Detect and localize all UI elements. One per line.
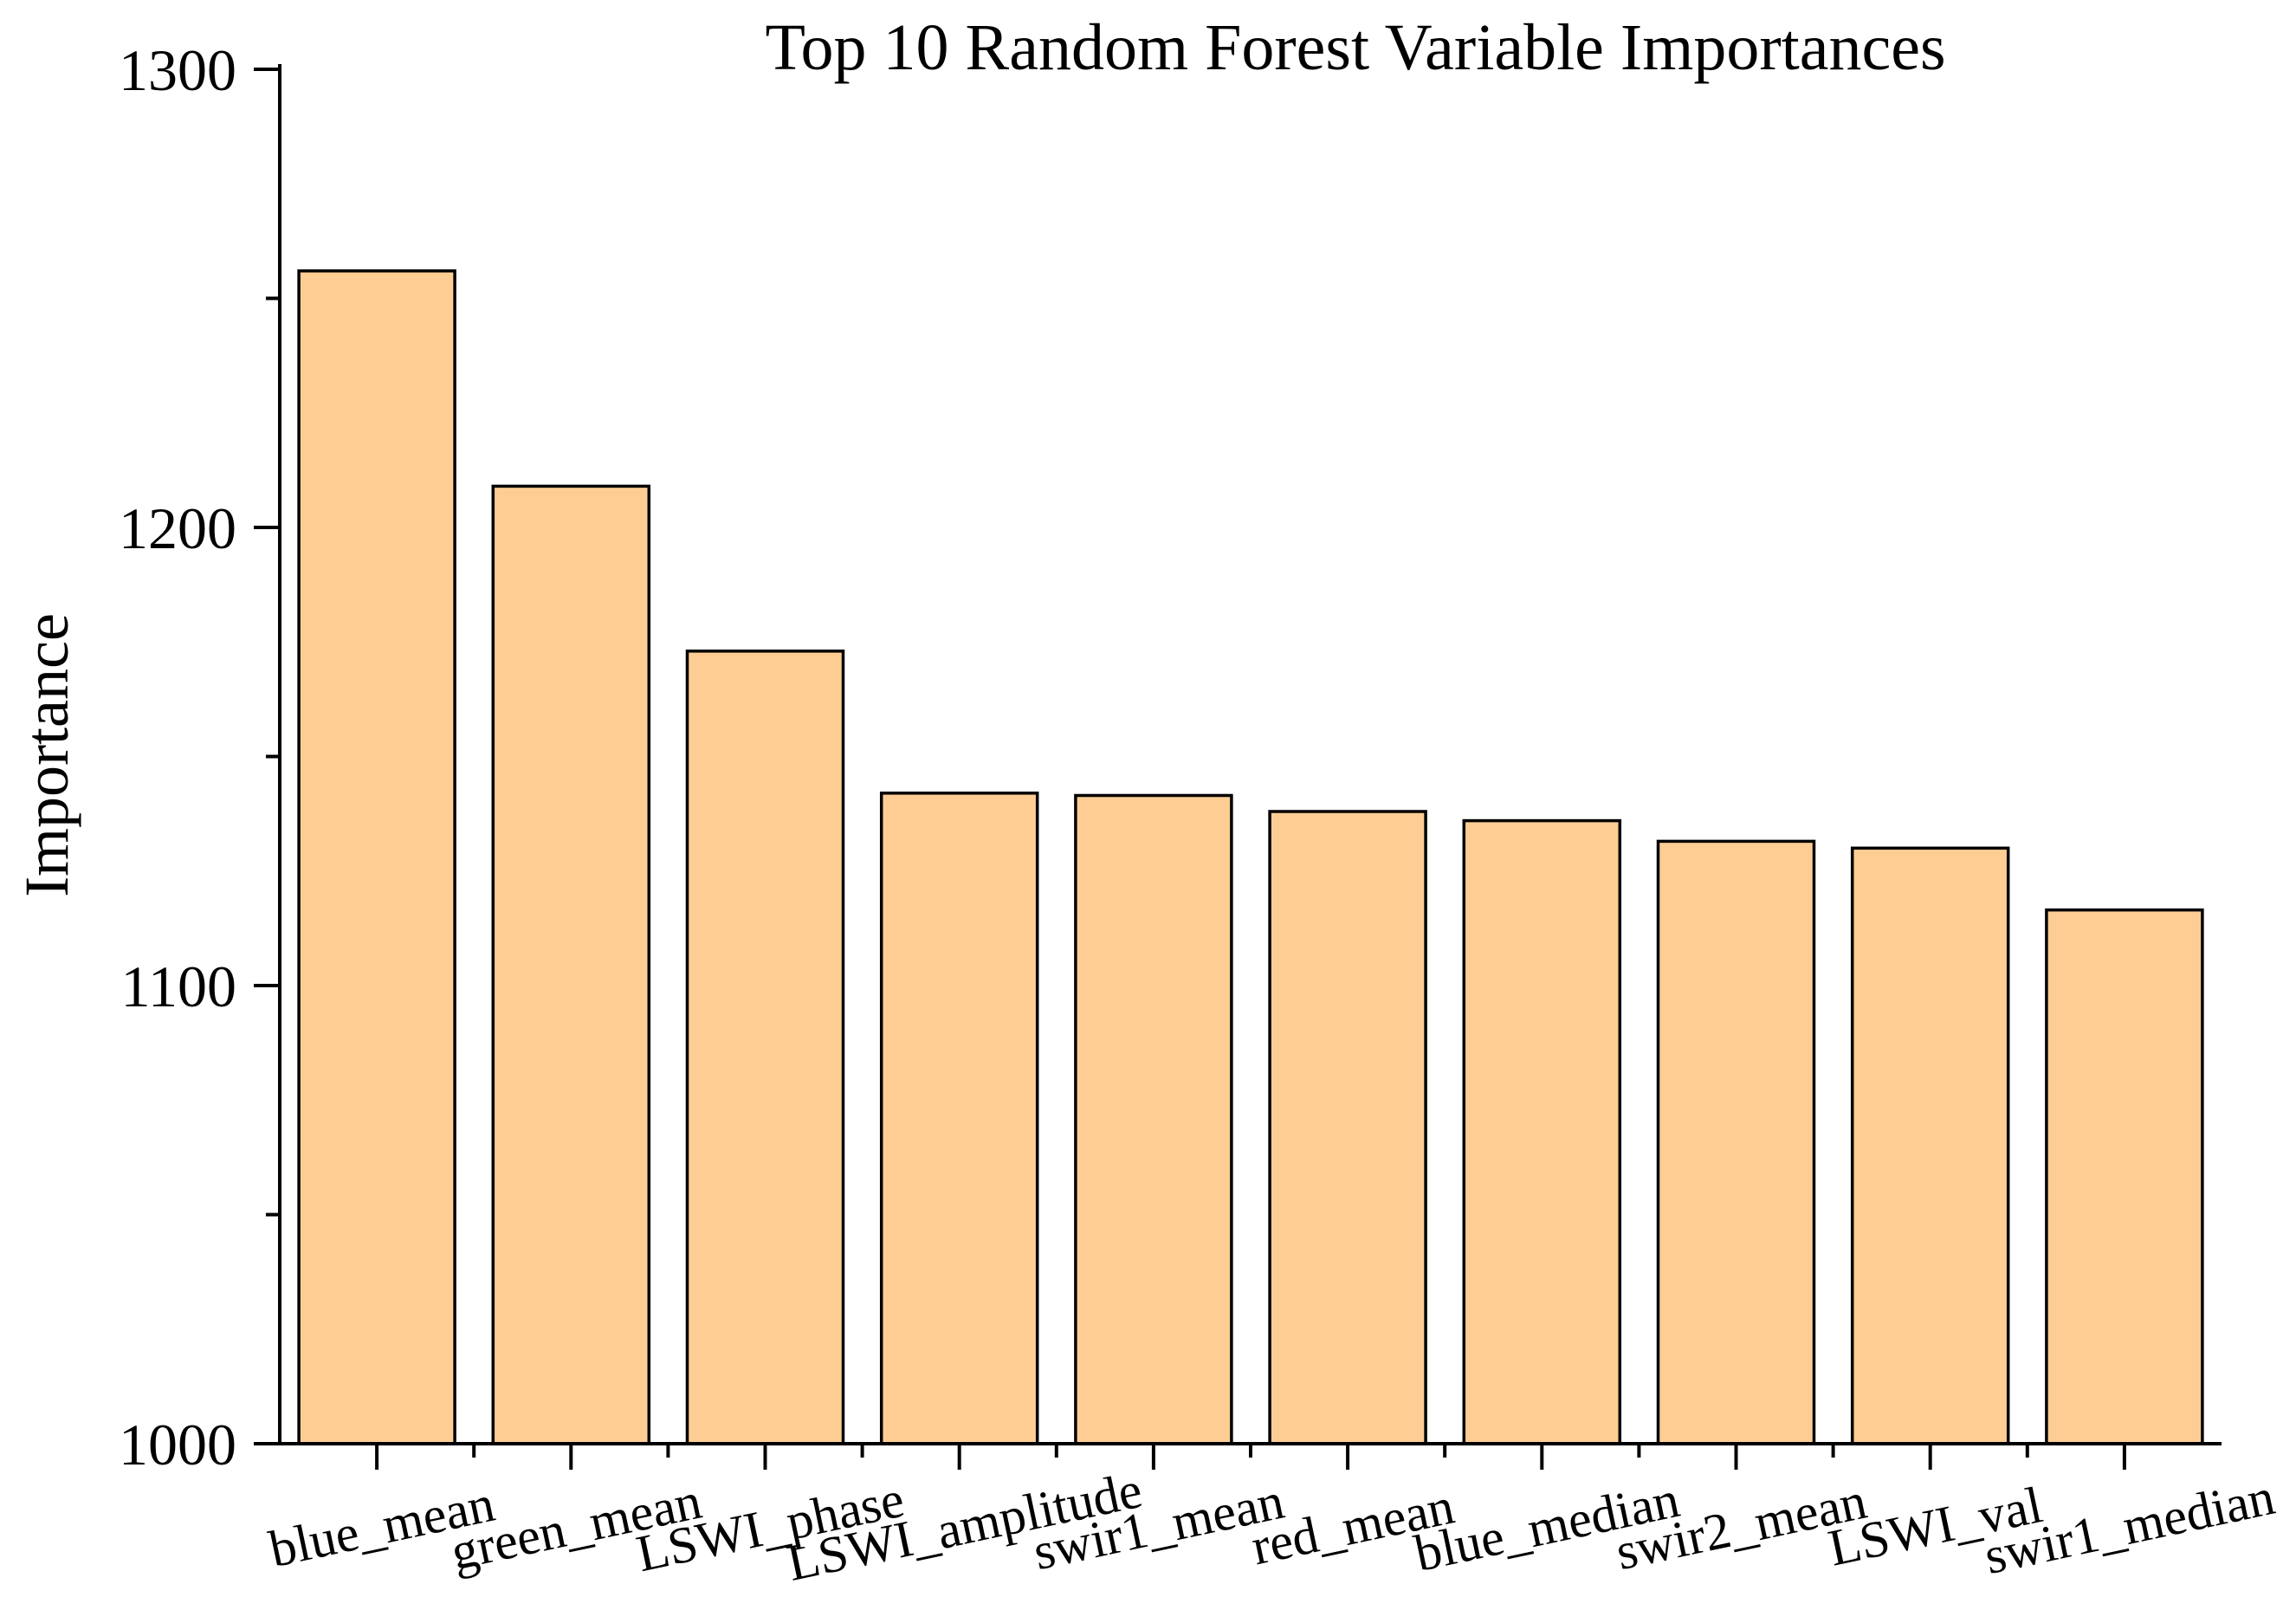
bar-swir1-median	[2045, 908, 2204, 1445]
y-tick-label: 1000	[119, 1412, 236, 1477]
bar-lswi-amplitude	[879, 792, 1039, 1445]
y-tick-label: 1200	[119, 495, 236, 561]
x-axis: blue_meangreen_meanLSWI_phaseLSWI_amplit…	[254, 1442, 2280, 1592]
y-axis: 1000 1100 1200 1300	[119, 37, 281, 1477]
y-tick-label: 1100	[121, 954, 236, 1019]
bar-swir2-mean	[1656, 839, 1816, 1445]
bars-group	[297, 269, 2204, 1445]
bar-blue-mean	[297, 269, 456, 1445]
bar-swir1-mean	[1074, 793, 1233, 1445]
bar-green-mean	[491, 484, 651, 1445]
bar-blue-median	[1462, 818, 1622, 1445]
y-axis-label: Importance	[12, 613, 81, 897]
bar-lswi-phase	[685, 650, 845, 1445]
bar-red-mean	[1268, 810, 1427, 1445]
y-tick-label: 1300	[119, 37, 236, 103]
chart-title: Top 10 Random Forest Variable Importance…	[765, 11, 1945, 84]
bar-lswi-val	[1850, 846, 2010, 1445]
